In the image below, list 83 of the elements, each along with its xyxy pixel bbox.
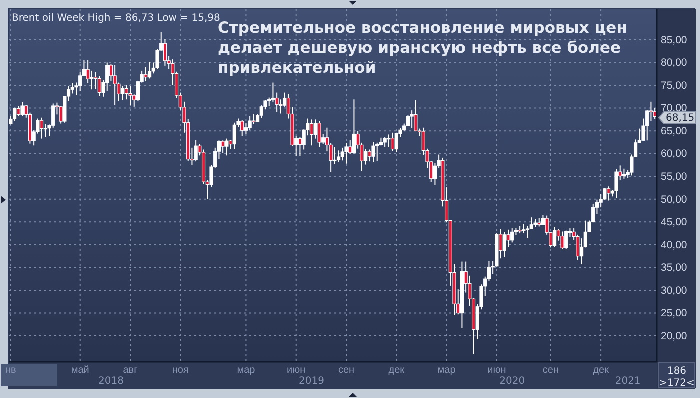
- x-tick-label: авг: [123, 365, 138, 376]
- x-tick-label: июн: [488, 365, 506, 376]
- x-tick-label: сен: [338, 365, 355, 376]
- candlestick: [368, 149, 372, 162]
- x-tick-label: сен: [542, 365, 559, 376]
- candlestick: [622, 168, 626, 180]
- candlestick: [352, 99, 356, 155]
- text: 2020: [500, 376, 526, 387]
- candlestick: [20, 102, 24, 117]
- candlestick: [90, 70, 94, 90]
- candlestick: [310, 119, 314, 146]
- candlestick: [240, 120, 244, 137]
- candlestick: [376, 142, 380, 162]
- annotation: Brent oil Week High = 86,73 Low = 15,98: [12, 13, 220, 24]
- x-tick-label: нв: [6, 365, 16, 376]
- y-tick-label: 70,00: [661, 102, 688, 115]
- candlestick: [394, 132, 398, 153]
- x-tick-label: мар: [438, 365, 456, 376]
- candlestick: [372, 142, 376, 163]
- candlestick: [410, 110, 414, 129]
- x-tick-label: мар: [237, 365, 256, 376]
- candlestick: [98, 76, 102, 97]
- text: >172<: [659, 378, 695, 389]
- y-tick-label: 30,00: [661, 284, 688, 297]
- candlestick: [552, 226, 557, 248]
- candlestick: [390, 132, 395, 152]
- candlestick: [606, 186, 611, 202]
- candlestick: [40, 117, 44, 140]
- candlestick: [163, 38, 168, 66]
- candlestick: [78, 71, 82, 92]
- candlestick: [221, 140, 225, 154]
- candlestick: [225, 138, 229, 156]
- candlestick: [506, 229, 510, 248]
- candlestick: [128, 86, 132, 106]
- candlestick: [318, 121, 322, 148]
- y-tick-label: 25,00: [661, 308, 688, 320]
- candlestick: [16, 106, 20, 117]
- candlestick: [271, 82, 276, 102]
- text: 2021: [615, 376, 641, 387]
- x-tick-label: дек: [593, 365, 610, 376]
- y-tick-label: 20,00: [661, 330, 688, 342]
- candlestick: [344, 142, 348, 164]
- candlestick: [340, 147, 344, 162]
- text: 68,15: [666, 113, 695, 124]
- candlestick: [526, 226, 530, 239]
- candlestick: [113, 64, 117, 106]
- y-tick-label: 40,00: [661, 239, 688, 252]
- y-tick-label: 45,00: [661, 216, 688, 229]
- x-tick-label: дек: [388, 365, 406, 376]
- y-tick-label: 35,00: [661, 262, 688, 274]
- candlestick: [248, 116, 252, 131]
- candlestick: [510, 228, 514, 244]
- y-tick-label: 75,00: [661, 80, 688, 92]
- y-tick-label: 60,00: [661, 148, 688, 160]
- candlestick: [12, 107, 17, 122]
- x-tick-label: июн: [287, 365, 306, 376]
- candlestick: [614, 168, 618, 199]
- candlestick: [252, 114, 256, 125]
- text: 186: [667, 366, 687, 377]
- y-tick-label: 80,00: [661, 57, 688, 70]
- candlestick: [144, 66, 148, 82]
- candlestick: [120, 85, 125, 101]
- candlestick: [387, 134, 391, 148]
- y-tick-label: 50,00: [661, 194, 688, 206]
- candlestick: [564, 230, 568, 250]
- x-tick-label: май: [71, 365, 90, 376]
- y-tick-label: 85,00: [661, 34, 688, 46]
- y-tick-label: 55,00: [661, 170, 688, 183]
- candlestick: [502, 232, 506, 258]
- candlestick: [560, 231, 564, 250]
- candlestick: [414, 100, 418, 132]
- y-tick-label: 65,00: [661, 125, 688, 138]
- candlestick: [148, 62, 152, 80]
- candlestick: [522, 223, 526, 234]
- candlestick: [364, 148, 368, 166]
- text: 2019: [299, 376, 325, 387]
- candlestick: [194, 140, 198, 162]
- text: Стремительное восстановление мировых цен делает дешевую иранскую нефть все более привлекательной: [218, 19, 628, 77]
- candlestick: [336, 150, 341, 163]
- text: 2018: [98, 376, 124, 387]
- candlestick: [383, 136, 387, 148]
- x-tick-label: ноя: [172, 365, 189, 376]
- candlestick: [232, 122, 236, 150]
